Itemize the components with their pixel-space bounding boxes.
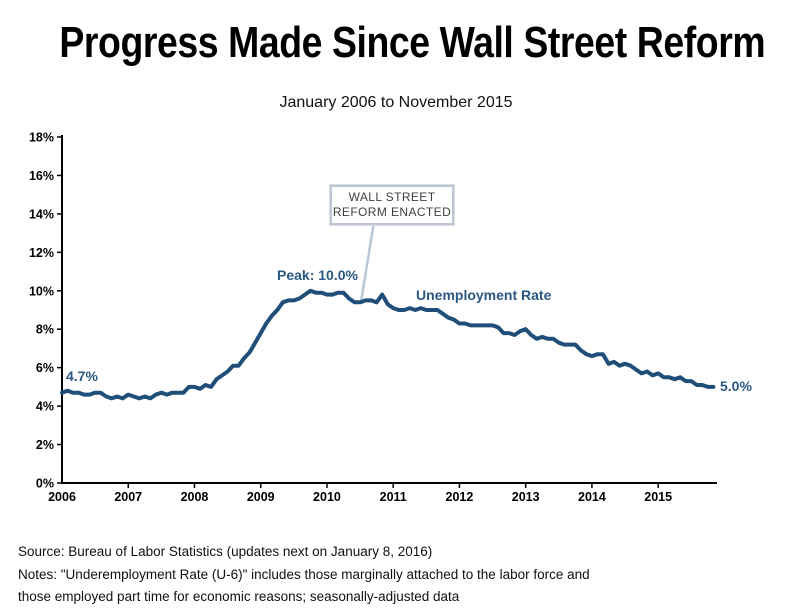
callout-text-line-1: WALL STREET xyxy=(348,190,436,204)
callout-leader-line xyxy=(359,221,376,302)
notes-line-1: Notes: "Underemployment Rate (U-6)" incl… xyxy=(18,566,590,582)
x-tick-label: 2012 xyxy=(446,490,474,504)
y-tick-label: 14% xyxy=(29,207,54,221)
peak-value-label: Peak: 10.0% xyxy=(277,267,358,283)
callout-text-line-2: REFORM ENACTED xyxy=(332,205,452,219)
callout-wall-street-reform: WALL STREET REFORM ENACTED xyxy=(329,184,455,226)
y-tick-label: 0% xyxy=(36,477,54,491)
x-tick-label: 2009 xyxy=(247,490,275,504)
y-tick-label: 4% xyxy=(36,400,54,414)
x-tick-label: 2007 xyxy=(114,490,142,504)
page-title: Progress Made Since Wall Street Reform xyxy=(59,18,766,67)
x-tick-label: 2010 xyxy=(313,490,341,504)
x-tick-label: 2015 xyxy=(644,490,672,504)
y-tick-label: 12% xyxy=(29,246,54,260)
start-value-label: 4.7% xyxy=(66,368,98,384)
x-tick-label: 2008 xyxy=(181,490,209,504)
y-tick-label: 18% xyxy=(29,131,54,145)
y-tick-label: 8% xyxy=(36,323,54,337)
x-tick-label: 2014 xyxy=(578,490,606,504)
notes-line-2: those employed part time for economic re… xyxy=(18,589,460,604)
x-tick-label: 2013 xyxy=(512,490,540,504)
source-note: Source: Bureau of Labor Statistics (upda… xyxy=(18,544,433,559)
y-tick-label: 6% xyxy=(36,361,54,375)
y-tick-label: 16% xyxy=(29,169,54,183)
unemployment-rate-line xyxy=(60,288,716,401)
y-tick-label: 2% xyxy=(36,438,54,452)
end-value-label: 5.0% xyxy=(720,378,752,394)
chart-subtitle: January 2006 to November 2015 xyxy=(279,94,513,111)
x-tick-label: 2006 xyxy=(48,490,76,504)
series-label: Unemployment Rate xyxy=(416,287,552,303)
footnotes: Source: Bureau of Labor Statistics (upda… xyxy=(18,541,758,609)
x-tick-label: 2011 xyxy=(380,490,407,504)
y-tick-label: 10% xyxy=(29,284,54,298)
